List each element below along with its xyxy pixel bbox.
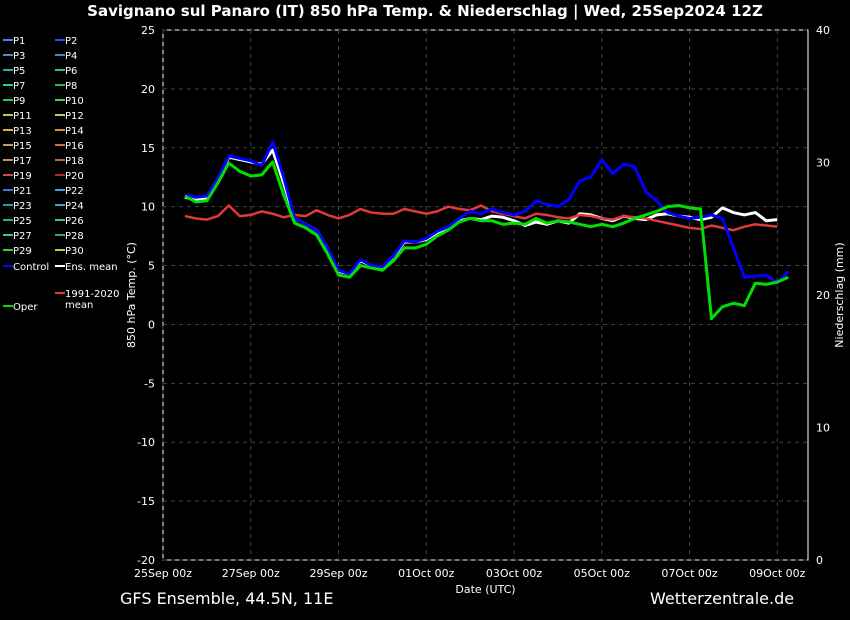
y2-tick-label: 40: [816, 24, 830, 37]
legend-label: P11: [13, 111, 32, 122]
y-tick-label: -15: [137, 495, 155, 508]
legend-label: Control: [13, 262, 49, 273]
y-tick-label: -20: [137, 554, 155, 567]
legend-label: P15: [13, 141, 32, 152]
x-tick-label: 27Sep 00z: [222, 567, 280, 580]
y2-tick-label: 0: [816, 554, 823, 567]
x-axis-label: Date (UTC): [455, 583, 515, 596]
legend-label: P14: [65, 126, 84, 137]
series-line: [184, 140, 790, 285]
legend-label: P20: [65, 171, 84, 182]
model-info: GFS Ensemble, 44.5N, 11E: [120, 589, 334, 608]
legend-label: P25: [13, 216, 32, 227]
legend-label: P13: [13, 126, 32, 137]
x-tick-label: 05Oct 00z: [574, 567, 631, 580]
y2-tick-label: 20: [816, 289, 830, 302]
legend-label: P21: [13, 186, 32, 197]
y-tick-label: 15: [141, 142, 155, 155]
legend-label: P1: [13, 36, 25, 47]
y2-axis-label: Niederschlag (mm): [833, 242, 846, 347]
legend-label: P7: [13, 81, 25, 92]
legend-label: P30: [65, 246, 84, 257]
legend-label: mean: [65, 300, 93, 311]
legend-label: P19: [13, 171, 32, 182]
site-name: Wetterzentrale.de: [650, 589, 795, 608]
legend-label: P5: [13, 66, 25, 77]
legend-label: P18: [65, 156, 84, 167]
legend-label: P23: [13, 201, 32, 212]
legend-label: P10: [65, 96, 84, 107]
x-tick-label: 25Sep 00z: [134, 567, 192, 580]
series-line: [184, 160, 789, 321]
legend-label: P9: [13, 96, 25, 107]
y2-tick-label: 30: [816, 157, 830, 170]
x-tick-label: 09Oct 00z: [749, 567, 806, 580]
legend-label: P17: [13, 156, 32, 167]
legend-label: Ens. mean: [65, 262, 118, 273]
y-axis-label: 850 hPa Temp. (°C): [125, 242, 138, 348]
legend-label: P27: [13, 231, 32, 242]
y-tick-label: 10: [141, 201, 155, 214]
legend-label: P12: [65, 111, 84, 122]
y-tick-label: -10: [137, 436, 155, 449]
legend-label: P29: [13, 246, 32, 257]
y-tick-label: 0: [148, 318, 155, 331]
x-tick-label: 07Oct 00z: [661, 567, 718, 580]
x-tick-label: 03Oct 00z: [486, 567, 543, 580]
legend-label: P26: [65, 216, 84, 227]
legend-label: P24: [65, 201, 84, 212]
x-tick-label: 29Sep 00z: [310, 567, 368, 580]
plot-area: [162, 29, 809, 561]
x-tick-label: 01Oct 00z: [398, 567, 455, 580]
legend-label: P28: [65, 231, 84, 242]
legend-label: Oper: [13, 302, 38, 313]
y-tick-label: 25: [141, 24, 155, 37]
y-tick-label: 5: [148, 260, 155, 273]
legend-label: P6: [65, 66, 77, 77]
legend-label: P8: [65, 81, 77, 92]
legend-label: 1991-2020: [65, 289, 120, 300]
series-line: [184, 204, 778, 232]
y2-tick-label: 10: [816, 422, 830, 435]
legend-label: P4: [65, 51, 77, 62]
y-tick-label: -5: [144, 377, 155, 390]
chart-title: Savignano sul Panaro (IT) 850 hPa Temp. …: [87, 2, 763, 20]
legend-label: P3: [13, 51, 25, 62]
legend-label: P22: [65, 186, 84, 197]
legend-label: P16: [65, 141, 84, 152]
legend-label: P2: [65, 36, 77, 47]
y-tick-label: 20: [141, 83, 155, 96]
